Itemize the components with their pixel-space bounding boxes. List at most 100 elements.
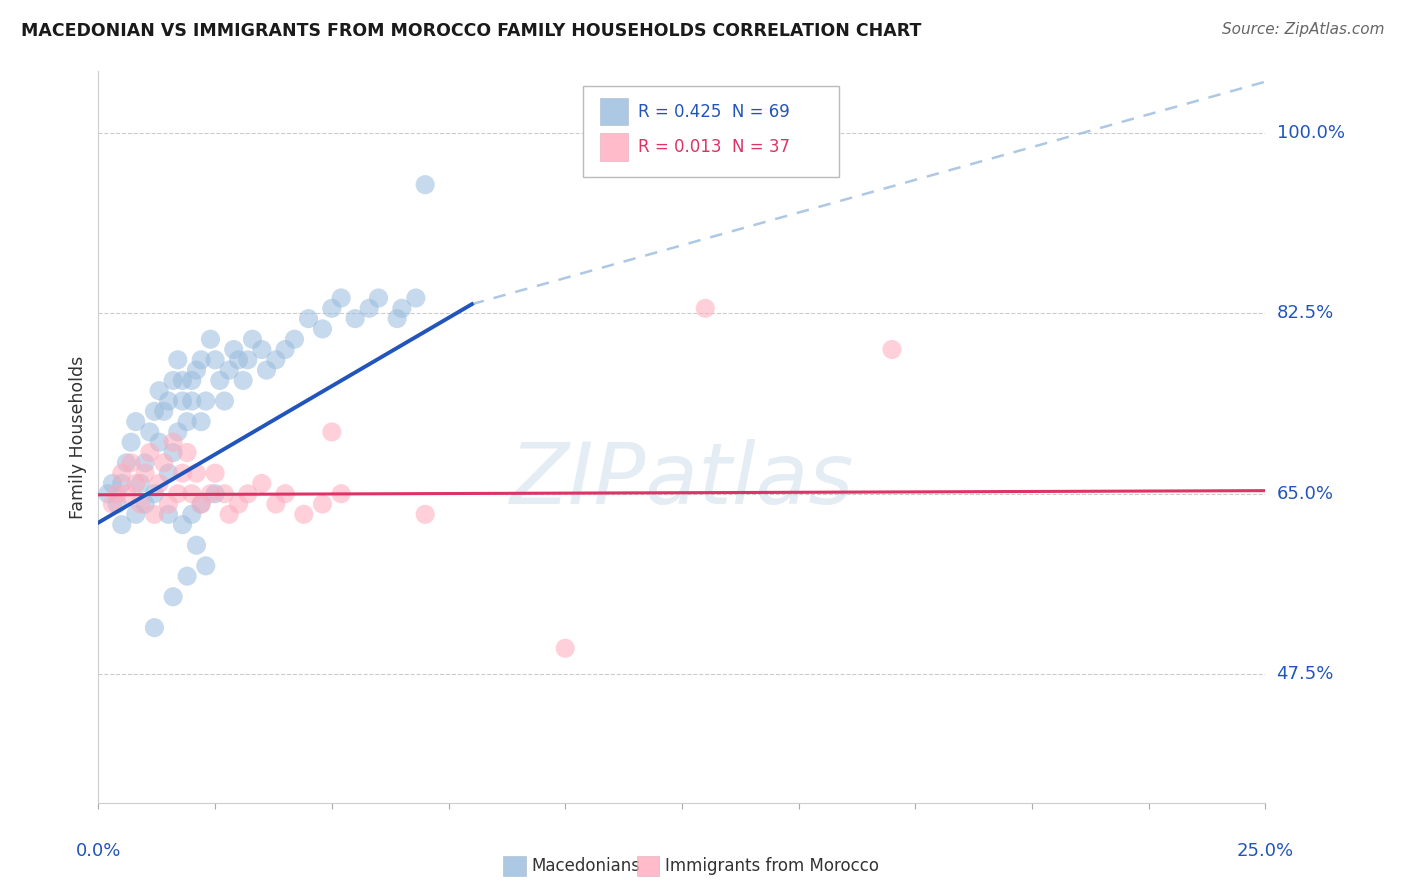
Point — [208, 373, 231, 387]
Point — [157, 497, 180, 511]
Text: ZIPatlas: ZIPatlas — [510, 440, 853, 523]
Point — [166, 425, 188, 439]
Point — [162, 435, 184, 450]
Point — [162, 445, 184, 459]
Point — [311, 497, 333, 511]
Point — [190, 352, 212, 367]
Point — [166, 487, 188, 501]
Point — [129, 476, 152, 491]
Text: 82.5%: 82.5% — [1277, 304, 1334, 322]
Text: R = 0.425  N = 69: R = 0.425 N = 69 — [637, 103, 789, 120]
Point — [880, 343, 903, 357]
Text: 100.0%: 100.0% — [1277, 124, 1344, 142]
Point — [292, 508, 315, 522]
Point — [152, 404, 174, 418]
Point — [190, 415, 212, 429]
Point — [194, 394, 217, 409]
Point — [157, 394, 180, 409]
Point — [172, 394, 194, 409]
Point — [228, 497, 250, 511]
Point — [190, 497, 212, 511]
Point — [143, 404, 166, 418]
Point — [111, 517, 134, 532]
Point — [359, 301, 381, 316]
Point — [242, 332, 264, 346]
Text: Source: ZipAtlas.com: Source: ZipAtlas.com — [1222, 22, 1385, 37]
Point — [172, 373, 194, 387]
Point — [186, 466, 208, 480]
Point — [385, 311, 408, 326]
Point — [391, 301, 413, 316]
Point — [218, 508, 240, 522]
Point — [139, 445, 162, 459]
Point — [344, 311, 367, 326]
Point — [214, 487, 236, 501]
Point — [139, 425, 162, 439]
Point — [228, 352, 250, 367]
Y-axis label: Family Households: Family Households — [69, 355, 87, 519]
Point — [134, 497, 156, 511]
Point — [101, 476, 124, 491]
FancyBboxPatch shape — [600, 133, 628, 161]
Point — [125, 476, 148, 491]
Point — [321, 425, 343, 439]
Point — [111, 466, 134, 480]
Point — [148, 476, 170, 491]
Point — [115, 456, 138, 470]
Point — [157, 508, 180, 522]
Point — [143, 621, 166, 635]
Point — [256, 363, 278, 377]
Point — [143, 487, 166, 501]
Point — [204, 487, 226, 501]
Text: Macedonians: Macedonians — [531, 857, 641, 875]
Point — [176, 445, 198, 459]
Point — [274, 343, 297, 357]
Point — [695, 301, 717, 316]
Point — [194, 558, 217, 573]
Text: 47.5%: 47.5% — [1277, 665, 1334, 683]
Point — [166, 352, 188, 367]
Point — [413, 508, 436, 522]
Point — [134, 466, 156, 480]
Point — [180, 487, 202, 501]
Point — [120, 456, 142, 470]
Text: Immigrants from Morocco: Immigrants from Morocco — [665, 857, 879, 875]
Point — [186, 363, 208, 377]
Point — [129, 497, 152, 511]
Point — [157, 466, 180, 480]
Point — [176, 569, 198, 583]
Point — [125, 415, 148, 429]
Point — [148, 384, 170, 398]
Point — [180, 394, 202, 409]
Point — [405, 291, 427, 305]
Point — [330, 487, 353, 501]
Text: 65.0%: 65.0% — [1277, 484, 1333, 503]
Point — [200, 332, 222, 346]
FancyBboxPatch shape — [582, 86, 839, 178]
Text: 25.0%: 25.0% — [1237, 842, 1294, 860]
FancyBboxPatch shape — [600, 98, 628, 126]
Text: R = 0.013  N = 37: R = 0.013 N = 37 — [637, 137, 790, 156]
Point — [97, 487, 120, 501]
Point — [330, 291, 353, 305]
Point — [162, 373, 184, 387]
Point — [236, 352, 259, 367]
Point — [111, 476, 134, 491]
Point — [297, 311, 319, 326]
Point — [554, 641, 576, 656]
Point — [105, 497, 128, 511]
Point — [120, 435, 142, 450]
Point — [321, 301, 343, 316]
Point — [232, 373, 254, 387]
Point — [218, 363, 240, 377]
Text: 0.0%: 0.0% — [76, 842, 121, 860]
Point — [180, 508, 202, 522]
Point — [190, 497, 212, 511]
Point — [250, 343, 273, 357]
Point — [274, 487, 297, 501]
Point — [204, 466, 226, 480]
Point — [143, 508, 166, 522]
Point — [125, 508, 148, 522]
Point — [204, 352, 226, 367]
Point — [214, 394, 236, 409]
